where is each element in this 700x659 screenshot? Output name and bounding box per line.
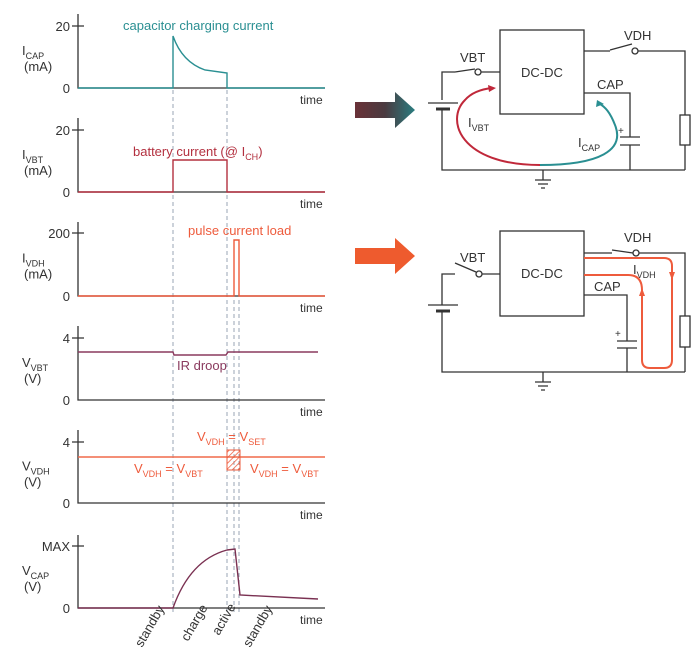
tick-zero: 0 (63, 601, 70, 616)
phase-standby-1: standby (132, 602, 168, 649)
vbt-switch (475, 270, 483, 278)
x-axis-label: time (300, 405, 323, 419)
vdh-label: VDH (624, 230, 651, 245)
ground-icon (535, 170, 551, 189)
tick-zero: 0 (63, 289, 70, 304)
ivdh-path-label: IVDH (633, 262, 656, 280)
tick-zero: 0 (63, 496, 70, 511)
cap-label: CAP (597, 77, 624, 92)
x-axis-label: time (300, 93, 323, 107)
tick-top: 200 (48, 226, 70, 241)
y-axis-label: VCAP (22, 563, 49, 581)
ground-icon (535, 372, 551, 391)
y-axis-label: IVDH (22, 251, 45, 269)
ivbt-current-path (456, 87, 541, 166)
cap-plus: + (615, 329, 621, 340)
tick-top: 20 (56, 123, 70, 138)
icap-annotation: capacitor charging current (123, 18, 274, 33)
x-axis-label: time (300, 197, 323, 211)
circuit-active: DC-DC VBT VDH CAP + IVDH (428, 230, 691, 391)
panel-icap: capacitor charging current (78, 18, 325, 89)
phase-active: active (209, 601, 239, 638)
ivbt-annotation: battery current (@ ICH) (133, 144, 263, 162)
vvdh-vset-annotation: VVDH = VSET (197, 429, 266, 447)
y-axis-unit: (V) (24, 579, 41, 594)
icap-trace (78, 35, 325, 89)
axis-frame (72, 326, 325, 401)
phase-standby-2: standby (240, 602, 276, 649)
x-axis-label: time (300, 508, 323, 522)
icap-current-path (539, 103, 618, 166)
vvbt-annotation: IR droop (177, 358, 227, 373)
ivdh-current-path (584, 257, 673, 369)
panel-vvdh: VVDH = VSET VVDH = VVBT VVDH = VVBT (78, 429, 325, 479)
cap-label: CAP (594, 279, 621, 294)
arrow-active-icon (355, 238, 415, 274)
y-axis-unit: (mA) (24, 163, 52, 178)
tick-top: 4 (63, 331, 70, 346)
tick-top: MAX (42, 539, 71, 554)
tick-top: 20 (56, 19, 70, 34)
axis-frame (72, 430, 325, 504)
load-resistor (679, 114, 691, 146)
vbt-label: VBT (460, 50, 485, 65)
y-axis-label: IVBT (22, 147, 44, 165)
vcap-trace (78, 548, 319, 609)
y-axis-unit: (V) (24, 371, 41, 386)
vvdh-left-annotation: VVDH = VVBT (134, 461, 203, 479)
vdh-switch (631, 47, 639, 55)
ivdh-annotation: pulse current load (188, 223, 291, 238)
y-axis-unit: (mA) (24, 59, 52, 74)
panel-ivdh: pulse current load (78, 223, 325, 297)
tick-zero: 0 (63, 393, 70, 408)
ivbt-path-label: IVBT (468, 115, 490, 133)
vbt-label: VBT (460, 250, 485, 265)
y-axis-label: VVDH (22, 459, 50, 477)
vvdh-right-annotation: VVDH = VVBT (250, 461, 319, 479)
y-axis-label: VVBT (22, 355, 49, 373)
cap-plus: + (618, 126, 624, 137)
vset-hatch-box (226, 449, 241, 471)
tick-zero: 0 (63, 185, 70, 200)
panel-vvbt: IR droop (78, 351, 318, 373)
panel-ivbt: battery current (@ ICH) (78, 144, 325, 193)
vdh-label: VDH (624, 28, 651, 43)
ivbt-trace (78, 159, 325, 193)
circuit-charge: DC-DC VBT VDH CAP + IVBT ICAP (428, 28, 691, 189)
dcdc-label: DC-DC (521, 65, 563, 80)
x-axis-label: time (300, 613, 323, 627)
phase-dividers (172, 90, 240, 612)
x-axis-label: time (300, 301, 323, 315)
ivdh-trace (78, 239, 325, 297)
arrow-charge-icon (355, 92, 415, 128)
vvbt-trace (78, 351, 318, 356)
dcdc-label: DC-DC (521, 266, 563, 281)
tick-top: 4 (63, 435, 70, 450)
tick-zero: 0 (63, 81, 70, 96)
y-axis-label: ICAP (22, 43, 44, 61)
panel-vcap (78, 548, 319, 609)
icap-path-label: ICAP (578, 135, 600, 153)
load-resistor (679, 315, 691, 348)
y-axis-unit: (V) (24, 475, 41, 490)
vdh-switch (632, 249, 640, 257)
vbt-switch (474, 68, 482, 76)
y-axis-unit: (mA) (24, 267, 52, 282)
